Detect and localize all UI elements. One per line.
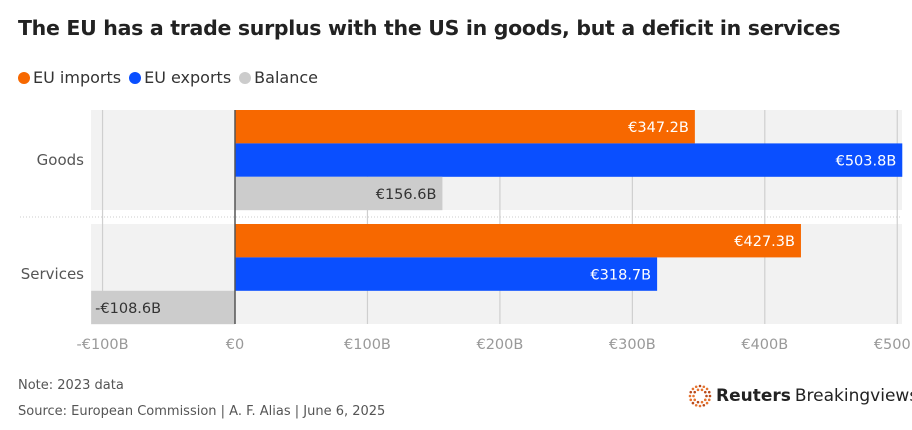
logo-dot [703,390,707,394]
legend-label: EU exports [144,68,232,87]
legend-swatch [239,71,252,84]
x-tick-label: €0 [226,337,244,353]
logo-dot [689,390,693,394]
logo-dot [707,398,711,402]
logo-dot [688,394,692,398]
x-tick-label: €100B [344,337,391,353]
logo-dot [693,398,697,402]
bar-eu-exports [235,257,658,291]
data-label: €347.2B [628,120,689,136]
logo-dot [700,388,704,392]
legend-label: EU imports [33,68,122,87]
logo-dot [702,403,706,407]
logo-dot [691,387,695,391]
bar-eu-imports [235,110,695,144]
bar-eu-exports [235,143,903,177]
logo-dot [705,387,709,391]
logo-dot [698,384,702,388]
x-tick-label: -€100B [77,337,129,353]
category-label: Goods [37,151,84,169]
logo-dot [700,400,704,404]
data-label: €318.7B [590,267,651,283]
x-tick-label: €500B [874,337,912,353]
chart-title: The EU has a trade surplus with the US i… [18,16,841,40]
logo-dot [689,398,693,402]
legend-item-exports: EU exports [129,68,231,87]
logo-dot [696,388,700,392]
logo-dot [692,394,695,398]
legend-item-balance: Balance [239,68,318,87]
x-tick-label: €400B [741,337,788,353]
logo-dot [691,401,695,405]
legend-item-imports: EU imports [18,68,121,87]
legend: EU imports EU exports Balance [18,68,318,87]
bar-balance [235,176,443,211]
legend-label: Balance [254,68,318,87]
data-label: €503.8B [836,153,897,169]
logo-dot [705,401,709,405]
legend-swatch [129,71,142,84]
logo-dot [702,385,706,389]
logo-dot [694,385,698,389]
category-label: Services [21,265,84,283]
logo-dot [703,398,707,402]
reuters-logo: Reuters Breakingviews [688,384,912,408]
logo-text: Breakingviews [794,386,912,406]
note: Note: 2023 data [18,378,124,393]
logo-dot [708,394,712,398]
logo-bold: Reuters [716,386,791,406]
bar-eu-imports [235,224,801,258]
logo-dot [698,404,702,408]
data-label: €156.6B [376,187,437,203]
logo-dot [707,390,711,394]
x-tick-label: €300B [609,337,656,353]
reuters-dots-icon [688,384,712,408]
data-label: €427.3B [734,234,795,250]
logo-dot [705,394,708,398]
logo-dot [696,400,700,404]
data-label: -€108.6B [95,301,161,317]
bar-balance [91,290,235,325]
logo-dot [694,403,698,407]
source: Source: European Commission | A. F. Alia… [18,404,386,419]
legend-swatch [18,71,30,84]
logo-dot [693,390,697,394]
x-tick-label: €200B [476,337,523,353]
